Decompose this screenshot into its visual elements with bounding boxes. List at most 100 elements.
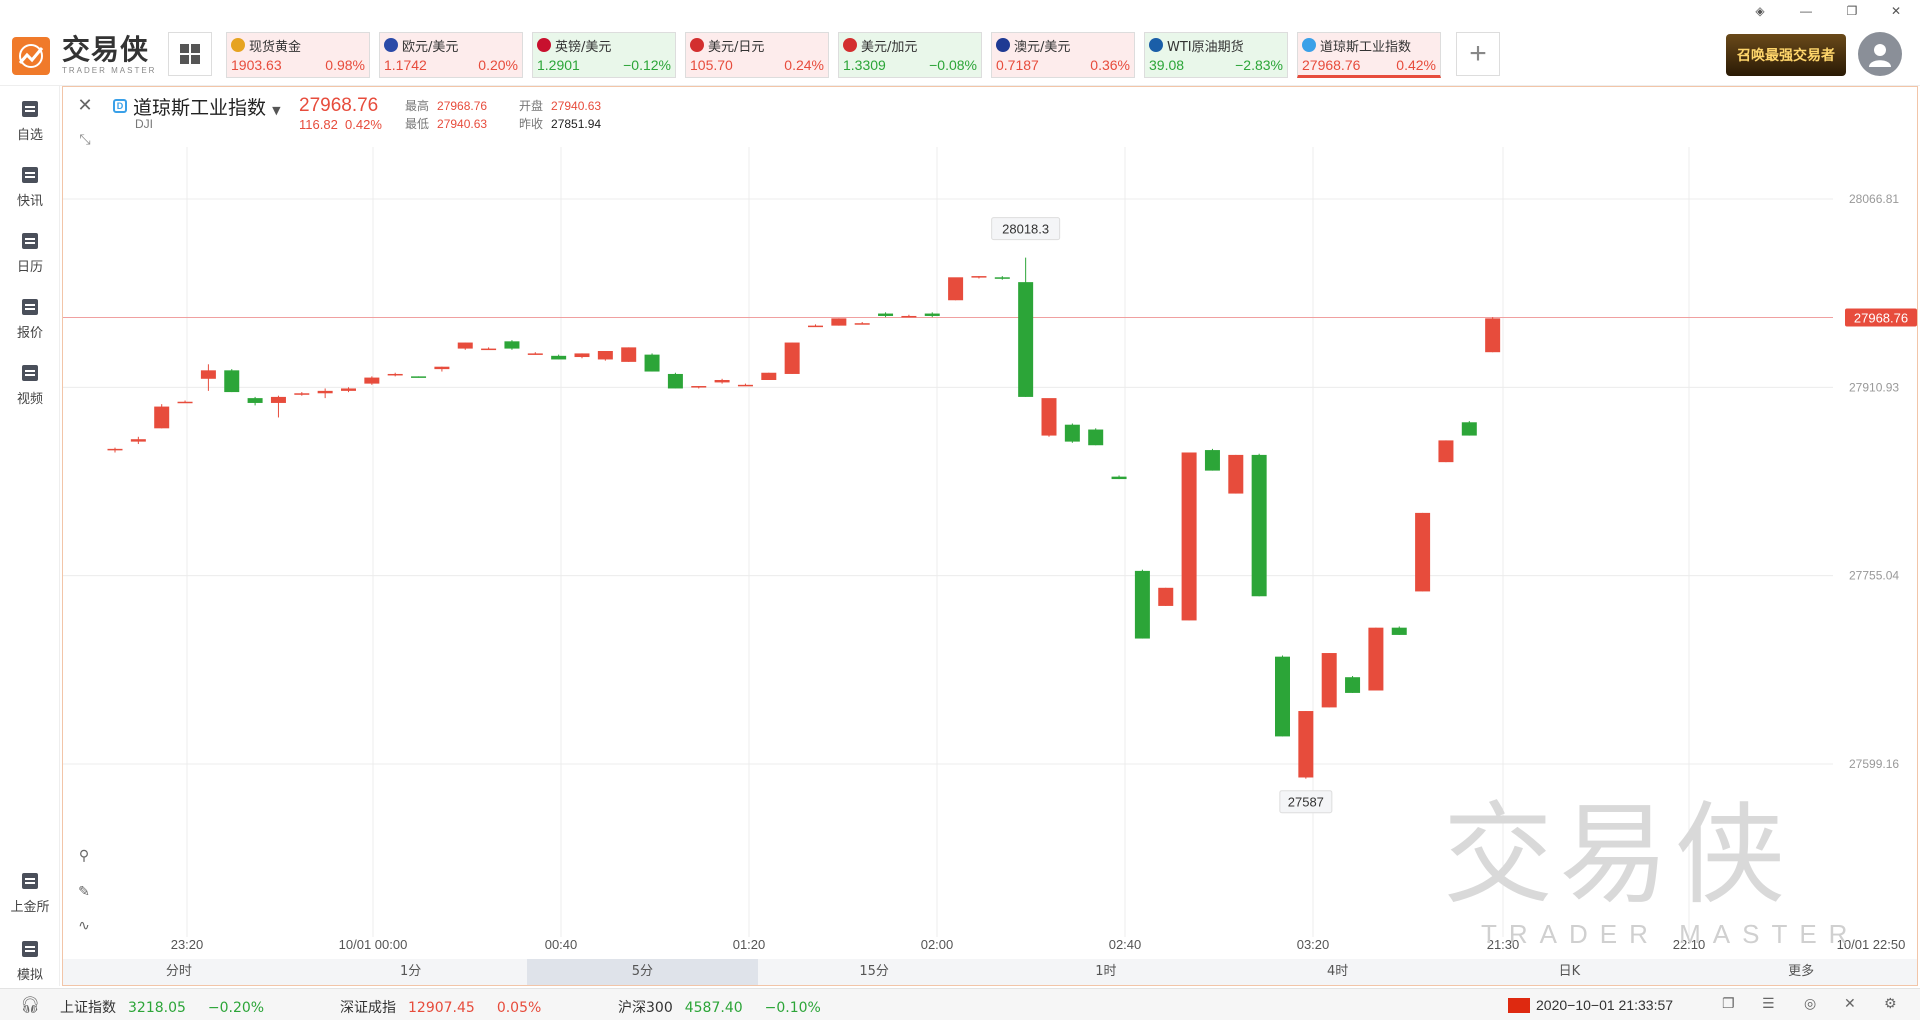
sidebar-item[interactable]: 自选 [0, 98, 60, 143]
candle-body [574, 353, 590, 358]
candle-body [411, 376, 427, 378]
quote-tab[interactable]: 道琼斯工业指数 27968.76 0.42% [1297, 32, 1441, 78]
quote-tab[interactable]: 澳元/美元 0.7187 0.36% [991, 32, 1135, 78]
quote-tab[interactable]: WTI原油期货 39.08 −2.83% [1144, 32, 1288, 78]
chevron-down-icon: ▼ [272, 104, 281, 117]
quote-price: 1.3309 [843, 57, 886, 73]
timeframe-tab[interactable]: 分时 [165, 964, 192, 979]
indicator-icon[interactable]: ⚲ [78, 847, 90, 863]
avatar[interactable] [1858, 32, 1902, 76]
bookmark-add-icon [19, 98, 41, 120]
candle-body [1064, 424, 1080, 442]
candle-body [551, 355, 567, 360]
promo-banner[interactable]: 召唤最强交易者 [1726, 34, 1846, 76]
symbol-code: DJI [135, 117, 153, 131]
sidebar-item[interactable]: 快讯 [0, 164, 60, 209]
stat-low: 最低 27940.63 [405, 117, 488, 131]
restore-icon[interactable]: ❐ [1846, 4, 1858, 18]
timeframe-tab[interactable]: 1分 [399, 964, 422, 979]
settings-window-icon[interactable]: ◈ [1755, 4, 1765, 18]
sidebar-item[interactable]: 报价 [0, 296, 60, 341]
mute-icon[interactable]: ✕ [1844, 995, 1856, 1011]
quote-change: 0.42% [1396, 57, 1436, 73]
timeframe-tab[interactable]: 1时 [1095, 964, 1117, 979]
timeframe-tab[interactable]: 15分 [859, 964, 889, 979]
timeframe-tab[interactable]: 4时 [1326, 964, 1349, 979]
sidebar-item[interactable]: 日历 [0, 230, 60, 275]
y-tick-label: 27599.16 [1849, 757, 1899, 771]
headset-icon[interactable]: 🎧︎ [20, 997, 41, 1014]
x-tick-label: 23:20 [171, 937, 204, 952]
sidebar-item[interactable]: 模拟 [0, 938, 60, 983]
draw-tool-icon[interactable]: ✎ [78, 883, 90, 899]
candle-body [854, 323, 870, 325]
close-window-icon[interactable]: ✕ [1890, 4, 1902, 18]
symbol-change: 116.82 0.42% [299, 117, 382, 132]
settings-icon[interactable]: ⚙ [1884, 995, 1897, 1011]
status-bar: 🎧︎ 上证指数 3218.05 −0.20% 深证成指 12907.45 0.05% 沪深3… [0, 988, 1920, 1020]
x-tick-label: 01:20 [733, 937, 766, 952]
candlestick-chart[interactable]: 28066.81 27910.93 27755.04 27599.16 23:20 10/… [63, 87, 1919, 957]
instrument-icon [690, 38, 704, 52]
app-logo[interactable]: 交易侠 TRADER MASTER [12, 36, 156, 75]
symbol-price: 27968.76 [299, 95, 379, 116]
quote-change: −2.83% [1235, 57, 1283, 73]
camera-icon[interactable]: ◎ [1804, 995, 1817, 1011]
quote-tab[interactable]: 美元/加元 1.3309 −0.08% [838, 32, 982, 78]
quote-name: WTI原油期货 [1167, 39, 1244, 55]
status-index[interactable]: 沪深300 4587.40 −0.10% [618, 1000, 821, 1016]
status-index[interactable]: 上证指数 3218.05 −0.20% [60, 1000, 265, 1016]
quote-tab[interactable]: 欧元/美元 1.1742 0.20% [379, 32, 523, 78]
plus-icon: + [1469, 37, 1487, 70]
candle-body [901, 315, 917, 318]
timeframe-tab[interactable]: 更多 [1788, 964, 1815, 979]
quote-tab[interactable]: 美元/日元 105.70 0.24% [685, 32, 829, 78]
last-price-badge [1845, 308, 1917, 327]
list-icon[interactable]: ☰ [1762, 995, 1775, 1011]
x-tick-label: 10/01 00:00 [339, 937, 408, 952]
chart-panel: ✕ ⤡ D 道琼斯工业指数 ▼ DJI 27968.76 116.82 0.42… [62, 86, 1918, 986]
x-tick-label: 00:40 [545, 937, 578, 952]
flag-icon [1508, 998, 1530, 1013]
shrink-icon[interactable]: ⤡ [79, 130, 91, 147]
grid-icon [180, 44, 200, 64]
timeframe-tab[interactable]: 日K [1558, 964, 1581, 979]
window-icon[interactable]: ❐ [1722, 995, 1735, 1011]
candle-body [1228, 454, 1244, 494]
close-icon[interactable]: ✕ [77, 94, 93, 115]
candle-body [1298, 711, 1314, 778]
layout-grid-button[interactable] [168, 32, 212, 76]
sidebar-item[interactable]: 上金所 [0, 870, 60, 915]
x-tick-label: 02:40 [1109, 937, 1142, 952]
sidebar-item[interactable]: 视频 [0, 362, 60, 407]
news-icon [19, 164, 41, 186]
y-tick-label: 28066.81 [1849, 192, 1899, 206]
minimize-icon[interactable]: — [1800, 4, 1812, 18]
timeframe-bar: 分时 1分 5分 15分 1时 4时 日K 更多 [63, 959, 1917, 985]
exchange-icon [19, 870, 41, 892]
quote-tab[interactable]: 英镑/美元 1.2901 −0.12% [532, 32, 676, 78]
candle-body [1018, 282, 1034, 397]
line-tool-icon[interactable]: ∿ [78, 917, 90, 933]
candle-body [247, 398, 263, 403]
instrument-icon [996, 38, 1010, 52]
quote-tab[interactable]: 现货黄金 1903.63 0.98% [226, 32, 370, 78]
quote-name: 欧元/美元 [402, 39, 459, 55]
instrument-icon [537, 38, 551, 52]
timeframe-tab[interactable]: 5分 [526, 959, 759, 985]
add-quote-button[interactable]: + [1456, 32, 1500, 76]
candle-body [1088, 429, 1104, 446]
quote-name: 美元/加元 [861, 39, 918, 55]
candle-body [434, 366, 450, 370]
quote-tabs: 现货黄金 1903.63 0.98% 欧元/美元 1.1742 0.20% 英镑/美元 … [226, 32, 1450, 78]
logo-text: 交易侠 [62, 33, 150, 66]
status-index[interactable]: 深证成指 12907.45 0.05% [340, 1000, 542, 1016]
candle-body [1111, 476, 1127, 480]
candle-body [481, 348, 497, 351]
symbol-name[interactable]: 道琼斯工业指数 ▼ [133, 97, 281, 119]
candle-body [1275, 656, 1290, 737]
candle-body [387, 373, 403, 376]
quote-chart-icon [19, 296, 41, 318]
user-icon [1869, 44, 1891, 67]
stat-prev-close: 昨收 27851.94 [519, 117, 602, 131]
